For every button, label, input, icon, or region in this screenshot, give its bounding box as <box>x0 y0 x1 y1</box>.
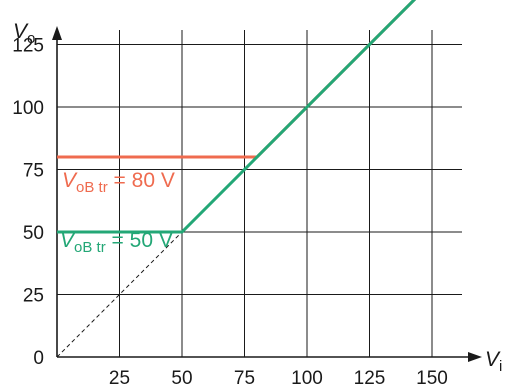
y-tick-label: 125 <box>12 36 44 57</box>
axis-labels: Vo Vi <box>13 20 502 375</box>
annotation-vobtr-80: VoB tr = 80 V <box>62 169 175 196</box>
y-tick-label: 50 <box>23 223 44 244</box>
x-axis-arrow <box>468 352 482 362</box>
y-tick-label: 25 <box>23 286 44 307</box>
series-line-0 <box>57 0 417 159</box>
x-tick-label: 25 <box>109 368 130 389</box>
reference-dashed-line <box>56 231 183 358</box>
y-tick-label: 100 <box>12 98 44 119</box>
series-group <box>57 0 417 234</box>
y-tick-label: 0 <box>33 348 44 369</box>
axes <box>52 26 482 362</box>
y-tick-label: 75 <box>23 161 44 182</box>
y-axis-arrow <box>52 26 62 40</box>
series-line-1 <box>57 0 417 234</box>
tick-labels: 2550751001251500255075100125150 <box>12 36 448 390</box>
x-tick-label: 150 <box>416 368 448 389</box>
x-tick-label: 50 <box>171 368 192 389</box>
y-axis-label: Vo <box>13 20 35 47</box>
x-tick-label: 75 <box>234 368 255 389</box>
reference-line <box>56 231 183 358</box>
annotation-vobtr-50: VoB tr = 50 V <box>60 229 173 256</box>
x-tick-label: 100 <box>291 368 323 389</box>
annotations: VoB tr = 80 V VoB tr = 50 V <box>60 169 175 256</box>
x-tick-label: 125 <box>354 368 386 389</box>
grid <box>57 30 462 357</box>
x-axis-label: Vi <box>485 348 502 375</box>
